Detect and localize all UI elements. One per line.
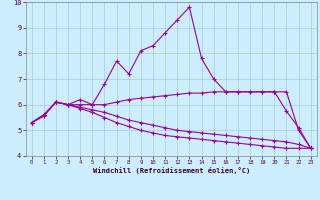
X-axis label: Windchill (Refroidissement éolien,°C): Windchill (Refroidissement éolien,°C) — [92, 167, 250, 174]
